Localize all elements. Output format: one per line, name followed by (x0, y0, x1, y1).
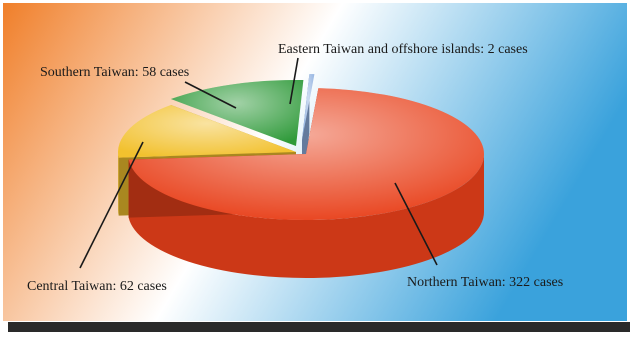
leader-line-northern-taiwan (394, 182, 438, 266)
leader-lines (79, 57, 438, 269)
slice-shine-northern-taiwan (128, 88, 484, 221)
chart-shadow (8, 322, 630, 332)
slice-shine-southern-taiwan (170, 80, 304, 146)
slice-shine-central-taiwan (118, 105, 296, 158)
pie-slices (118, 74, 484, 279)
slice-southern-taiwan (170, 80, 304, 146)
leader-line-central-taiwan (79, 141, 144, 269)
slice-label-central-taiwan: Central Taiwan: 62 cases (27, 279, 167, 294)
slice-label-eastern-taiwan: Eastern Taiwan and offshore islands: 2 c… (278, 42, 528, 57)
slice-northern-taiwan (128, 88, 484, 279)
slice-label-northern-taiwan: Northern Taiwan: 322 cases (407, 275, 563, 290)
slice-side-central-taiwan (118, 152, 119, 216)
leader-line-eastern-taiwan-and-offshore-islands (289, 57, 299, 105)
leader-line-southern-taiwan (184, 81, 237, 109)
slice-side-northern-taiwan (128, 154, 484, 279)
slice-label-southern-taiwan: Southern Taiwan: 58 cases (40, 65, 189, 80)
slice-shine-eastern-taiwan-and-offshore-islands (302, 74, 315, 140)
